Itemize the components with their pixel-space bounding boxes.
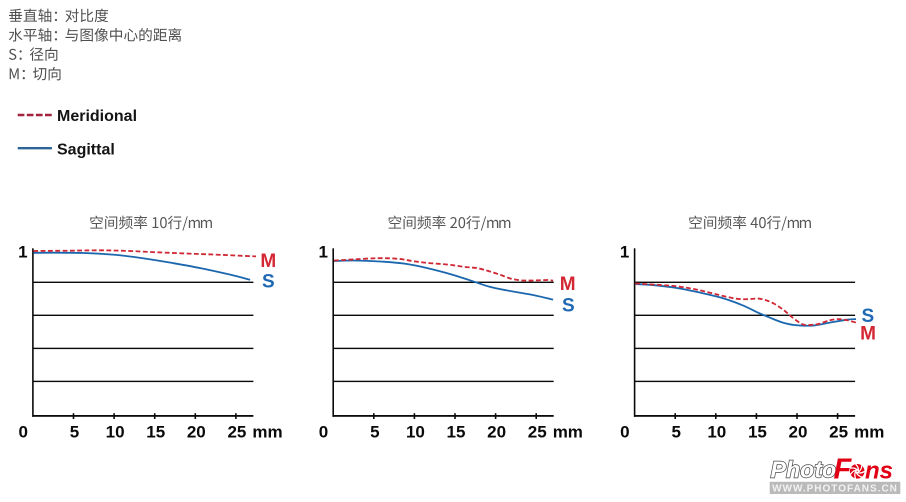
svg-text:0: 0 bbox=[620, 423, 629, 442]
svg-text:mm: mm bbox=[553, 423, 583, 442]
svg-text:15: 15 bbox=[447, 423, 466, 442]
svg-text:5: 5 bbox=[70, 423, 79, 442]
svg-text:M: M bbox=[260, 251, 276, 272]
svg-text:M: M bbox=[560, 274, 576, 295]
svg-text:mm: mm bbox=[854, 423, 884, 442]
svg-text:0: 0 bbox=[18, 423, 27, 442]
svg-text:WWW.PHOTOFANS.CN: WWW.PHOTOFANS.CN bbox=[772, 484, 898, 495]
svg-text:Meridional: Meridional bbox=[57, 108, 137, 125]
svg-text:M: M bbox=[860, 323, 876, 344]
svg-text:25: 25 bbox=[829, 423, 848, 442]
svg-text:Photo: Photo bbox=[771, 457, 837, 483]
svg-text:15: 15 bbox=[748, 423, 767, 442]
svg-text:5: 5 bbox=[370, 423, 379, 442]
svg-text:mm: mm bbox=[252, 423, 282, 442]
svg-text:15: 15 bbox=[146, 423, 165, 442]
svg-text:20: 20 bbox=[487, 423, 506, 442]
svg-text:1: 1 bbox=[318, 242, 327, 261]
svg-text:F: F bbox=[834, 453, 853, 485]
svg-text:S: S bbox=[562, 296, 575, 317]
svg-text:25: 25 bbox=[227, 423, 246, 442]
svg-text:S: S bbox=[862, 306, 875, 327]
svg-text:10: 10 bbox=[406, 423, 425, 442]
svg-text:ns: ns bbox=[865, 457, 893, 484]
svg-text:1: 1 bbox=[620, 242, 629, 261]
svg-text:20: 20 bbox=[187, 423, 206, 442]
svg-text:10: 10 bbox=[106, 423, 125, 442]
svg-text:10: 10 bbox=[707, 423, 726, 442]
svg-text:20: 20 bbox=[789, 423, 808, 442]
svg-text:5: 5 bbox=[671, 423, 680, 442]
svg-text:25: 25 bbox=[528, 423, 547, 442]
svg-text:S: S bbox=[262, 272, 275, 293]
svg-text:1: 1 bbox=[18, 242, 27, 261]
svg-text:Sagittal: Sagittal bbox=[57, 141, 115, 158]
svg-text:0: 0 bbox=[319, 423, 328, 442]
